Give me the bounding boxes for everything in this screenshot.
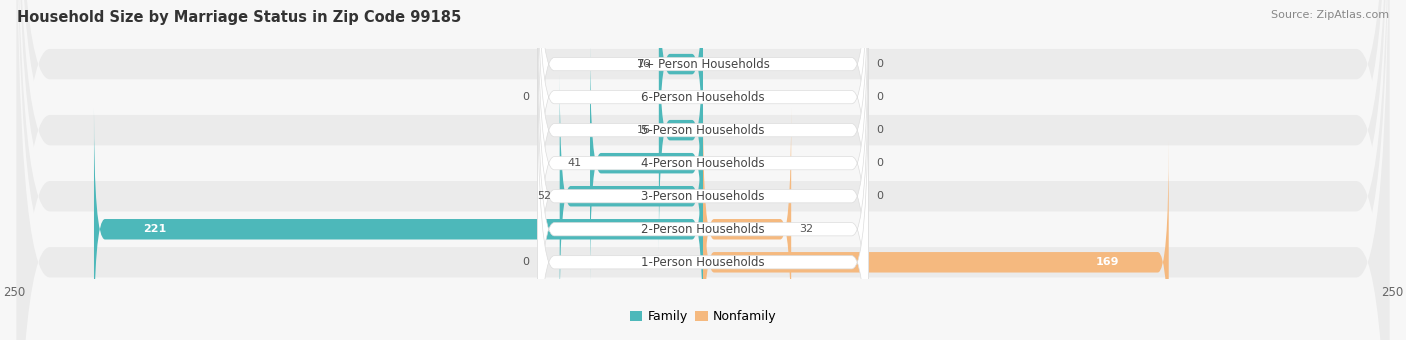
- Text: Source: ZipAtlas.com: Source: ZipAtlas.com: [1271, 10, 1389, 20]
- Text: 41: 41: [568, 158, 582, 168]
- Text: 32: 32: [800, 224, 814, 234]
- Text: 0: 0: [523, 257, 530, 267]
- Text: 221: 221: [143, 224, 167, 234]
- FancyBboxPatch shape: [17, 0, 1389, 340]
- Text: 52: 52: [537, 191, 551, 201]
- Text: 0: 0: [876, 191, 883, 201]
- FancyBboxPatch shape: [17, 0, 1389, 340]
- Text: 0: 0: [523, 92, 530, 102]
- Text: 0: 0: [876, 158, 883, 168]
- FancyBboxPatch shape: [591, 41, 703, 285]
- Text: 7+ Person Households: 7+ Person Households: [637, 57, 769, 71]
- FancyBboxPatch shape: [537, 0, 869, 322]
- FancyBboxPatch shape: [17, 0, 1389, 340]
- FancyBboxPatch shape: [659, 8, 703, 252]
- Text: 0: 0: [876, 125, 883, 135]
- FancyBboxPatch shape: [537, 0, 869, 256]
- Text: 16: 16: [637, 125, 651, 135]
- FancyBboxPatch shape: [17, 0, 1389, 340]
- Text: 6-Person Households: 6-Person Households: [641, 91, 765, 104]
- Text: 2-Person Households: 2-Person Households: [641, 223, 765, 236]
- Text: 16: 16: [637, 59, 651, 69]
- Text: 3-Person Households: 3-Person Households: [641, 190, 765, 203]
- FancyBboxPatch shape: [703, 107, 792, 340]
- Text: 5-Person Households: 5-Person Households: [641, 124, 765, 137]
- FancyBboxPatch shape: [703, 140, 1168, 340]
- FancyBboxPatch shape: [537, 0, 869, 340]
- FancyBboxPatch shape: [17, 0, 1389, 340]
- Text: 0: 0: [876, 59, 883, 69]
- Text: 4-Person Households: 4-Person Households: [641, 157, 765, 170]
- Legend: Family, Nonfamily: Family, Nonfamily: [630, 310, 776, 323]
- Text: 1-Person Households: 1-Person Households: [641, 256, 765, 269]
- Text: 169: 169: [1095, 257, 1119, 267]
- FancyBboxPatch shape: [537, 71, 869, 340]
- FancyBboxPatch shape: [94, 107, 703, 340]
- FancyBboxPatch shape: [17, 0, 1389, 340]
- FancyBboxPatch shape: [659, 0, 703, 186]
- FancyBboxPatch shape: [17, 0, 1389, 340]
- FancyBboxPatch shape: [537, 38, 869, 340]
- Text: Household Size by Marriage Status in Zip Code 99185: Household Size by Marriage Status in Zip…: [17, 10, 461, 25]
- FancyBboxPatch shape: [537, 5, 869, 340]
- Text: 0: 0: [876, 92, 883, 102]
- FancyBboxPatch shape: [537, 0, 869, 289]
- FancyBboxPatch shape: [560, 74, 703, 318]
